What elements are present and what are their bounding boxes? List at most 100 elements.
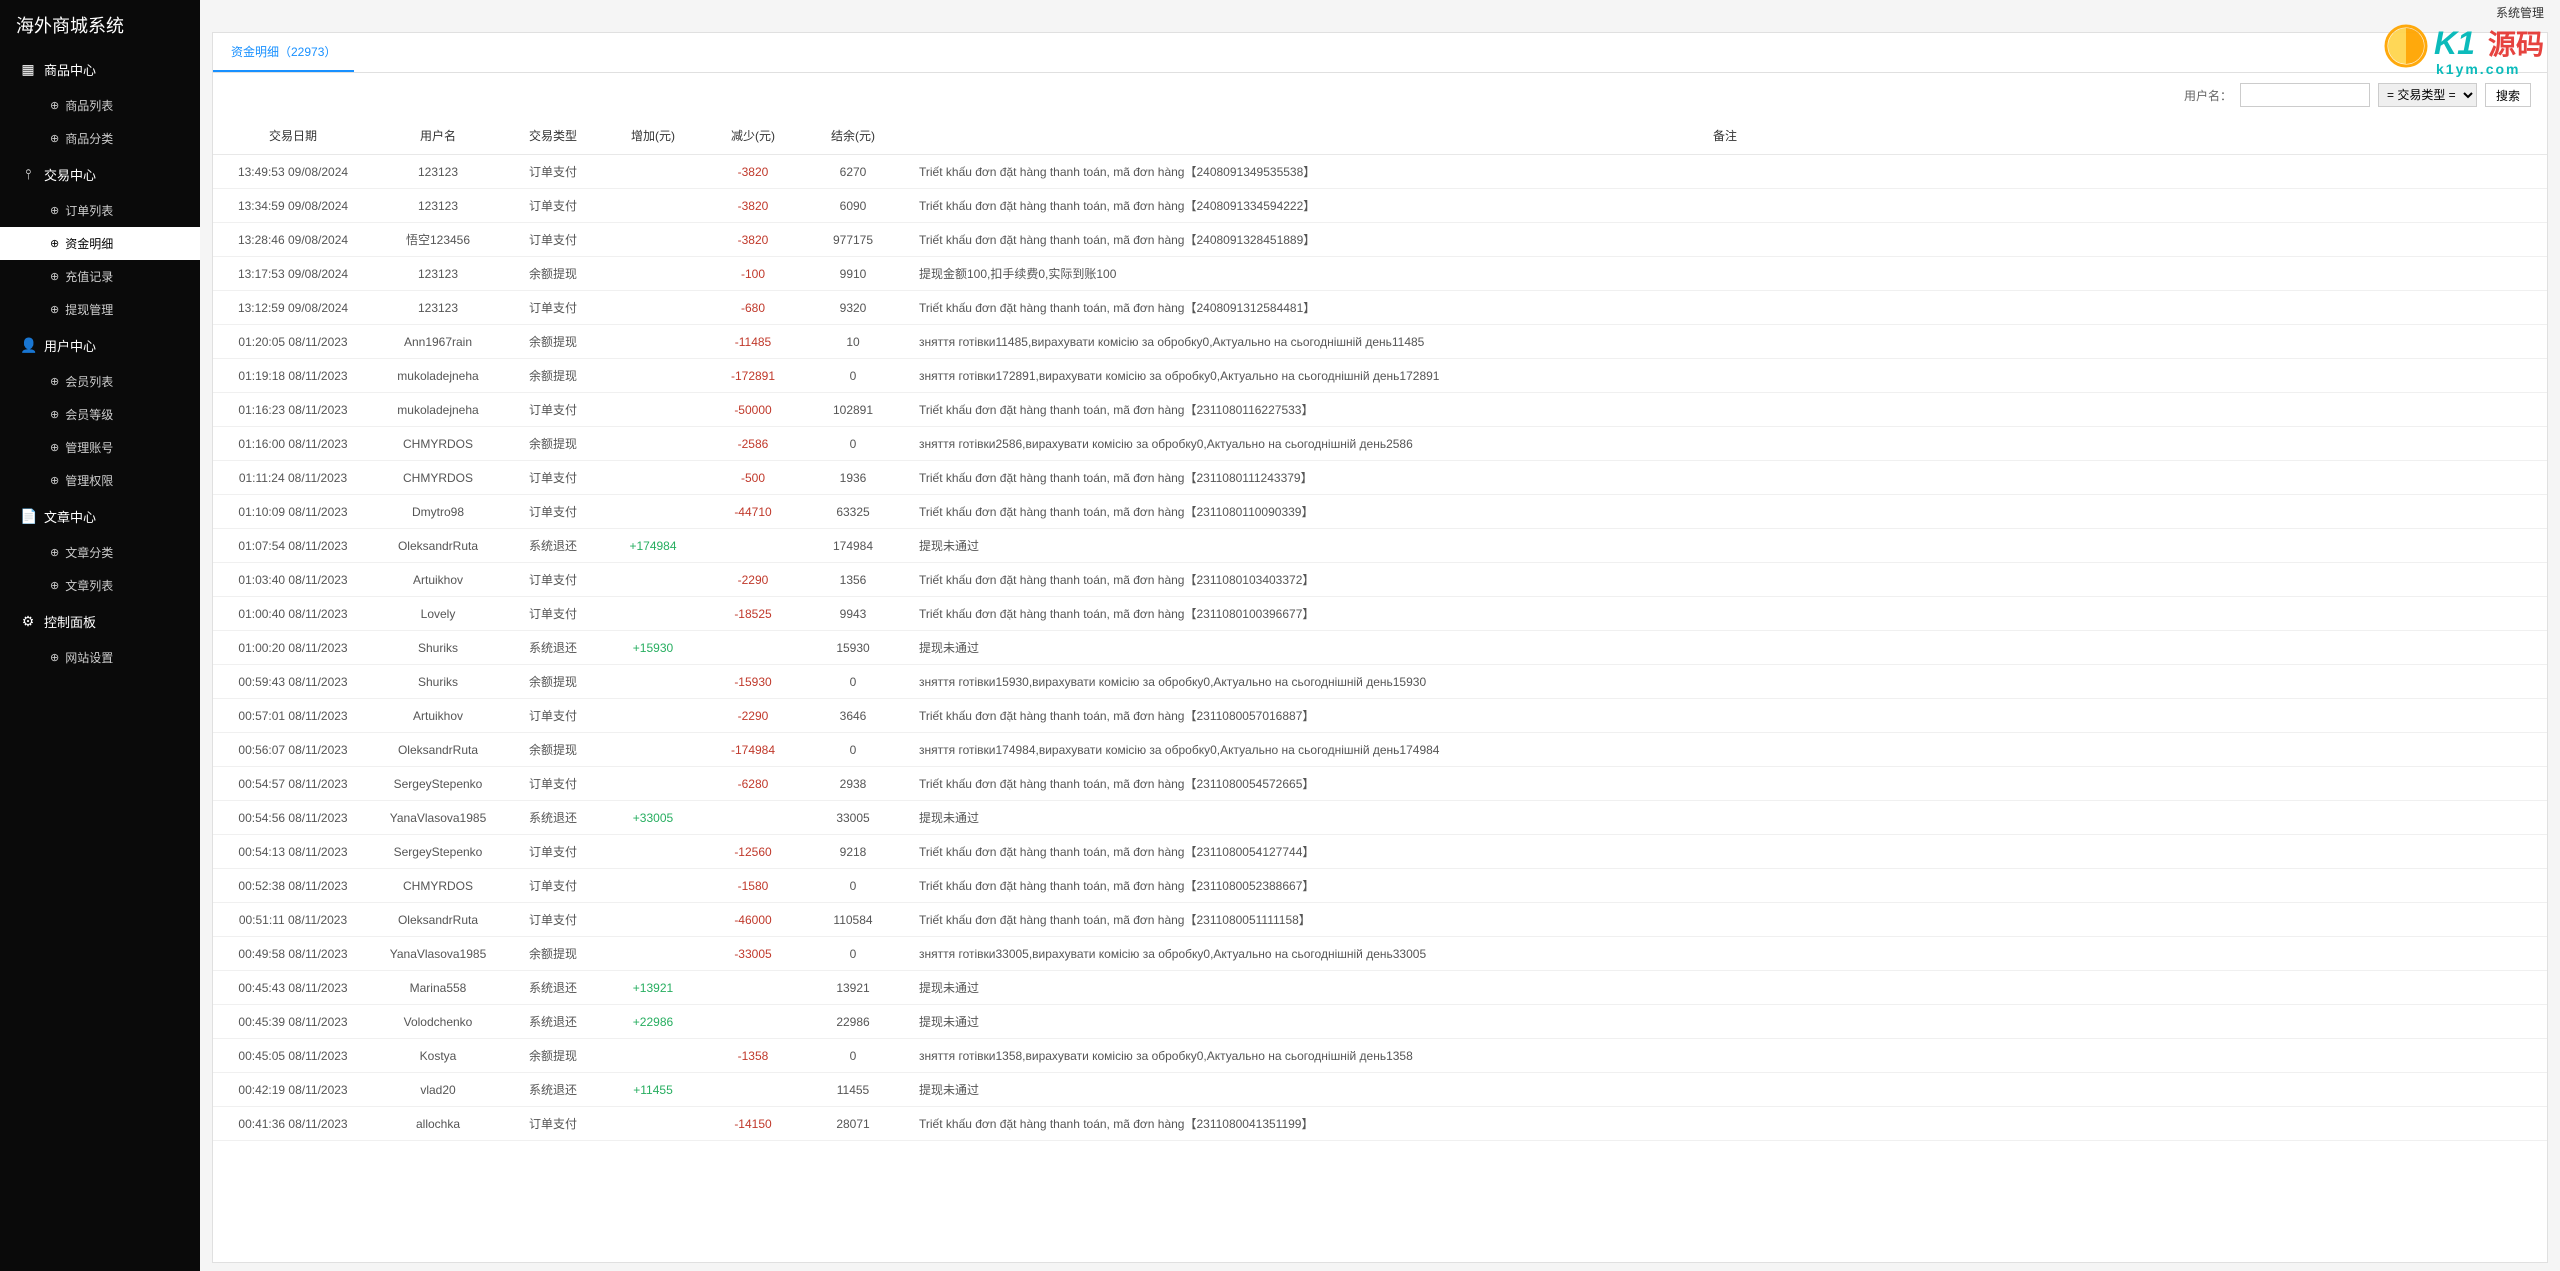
cell-balance: 28071 — [803, 1107, 903, 1141]
menu-item[interactable]: ⊕充值记录 — [0, 260, 200, 293]
cell-type: 订单支付 — [503, 155, 603, 189]
search-button[interactable]: 搜索 — [2485, 83, 2531, 107]
cell-balance: 0 — [803, 937, 903, 971]
table-row: 00:56:07 08/11/2023 OleksandrRuta 余额提现 -… — [213, 733, 2547, 767]
menu-section-title[interactable]: 📄文章中心 — [0, 497, 200, 536]
cell-user: 123123 — [373, 291, 503, 325]
cell-increase — [603, 359, 703, 393]
filter-user-input[interactable] — [2240, 83, 2370, 107]
cell-balance: 174984 — [803, 529, 903, 563]
menu-item[interactable]: ⊕资金明细 — [0, 227, 200, 260]
cell-type: 订单支付 — [503, 461, 603, 495]
cell-type: 订单支付 — [503, 835, 603, 869]
menu-item[interactable]: ⊕文章分类 — [0, 536, 200, 569]
cell-user: CHMYRDOS — [373, 869, 503, 903]
cell-type: 余额提现 — [503, 733, 603, 767]
cell-type: 订单支付 — [503, 223, 603, 257]
cell-increase — [603, 257, 703, 291]
cell-date: 13:28:46 09/08/2024 — [213, 223, 373, 257]
cell-type: 订单支付 — [503, 291, 603, 325]
cell-balance: 13921 — [803, 971, 903, 1005]
table-row: 13:12:59 09/08/2024 123123 订单支付 -680 932… — [213, 291, 2547, 325]
menu-section-title[interactable]: ⚙控制面板 — [0, 602, 200, 641]
cell-balance: 0 — [803, 665, 903, 699]
cell-type: 订单支付 — [503, 189, 603, 223]
cell-decrease: -44710 — [703, 495, 803, 529]
cell-decrease: -172891 — [703, 359, 803, 393]
cell-user: OleksandrRuta — [373, 529, 503, 563]
cell-type: 系统退还 — [503, 529, 603, 563]
menu-item[interactable]: ⊕会员等级 — [0, 398, 200, 431]
cell-increase — [603, 325, 703, 359]
cell-date: 01:00:40 08/11/2023 — [213, 597, 373, 631]
cell-decrease: -12560 — [703, 835, 803, 869]
cell-user: Dmytro98 — [373, 495, 503, 529]
cell-type: 订单支付 — [503, 1107, 603, 1141]
table-row: 01:07:54 08/11/2023 OleksandrRuta 系统退还 +… — [213, 529, 2547, 563]
cell-date: 01:03:40 08/11/2023 — [213, 563, 373, 597]
menu-item[interactable]: ⊕订单列表 — [0, 194, 200, 227]
system-admin-link[interactable]: 系统管理 — [2496, 4, 2544, 21]
cell-date: 00:45:05 08/11/2023 — [213, 1039, 373, 1073]
cell-date: 00:54:57 08/11/2023 — [213, 767, 373, 801]
cell-balance: 9320 — [803, 291, 903, 325]
cell-decrease — [703, 801, 803, 835]
tab-fund-detail[interactable]: 资金明细（22973） — [213, 33, 354, 72]
cell-remark: зняття готівки174984,вирахувати комісію … — [903, 733, 2547, 767]
cell-balance: 0 — [803, 359, 903, 393]
cell-increase — [603, 869, 703, 903]
cell-type: 系统退还 — [503, 971, 603, 1005]
table-row: 13:28:46 09/08/2024 悟空123456 订单支付 -3820 … — [213, 223, 2547, 257]
cell-date: 00:45:43 08/11/2023 — [213, 971, 373, 1005]
cell-increase: +22986 — [603, 1005, 703, 1039]
cell-decrease: -3820 — [703, 155, 803, 189]
cell-balance: 1356 — [803, 563, 903, 597]
cell-remark: 提现未通过 — [903, 529, 2547, 563]
cell-type: 系统退还 — [503, 631, 603, 665]
menu-item[interactable]: ⊕网站设置 — [0, 641, 200, 674]
menu-section-title[interactable]: ▦商品中心 — [0, 50, 200, 89]
cell-balance: 0 — [803, 869, 903, 903]
menu-item-label: 商品分类 — [65, 130, 113, 147]
table-row: 01:16:00 08/11/2023 CHMYRDOS 余额提现 -2586 … — [213, 427, 2547, 461]
cell-type: 订单支付 — [503, 393, 603, 427]
table-row: 01:11:24 08/11/2023 CHMYRDOS 订单支付 -500 1… — [213, 461, 2547, 495]
plus-icon: ⊕ — [50, 546, 59, 559]
menu-item[interactable]: ⊕管理权限 — [0, 464, 200, 497]
table-row: 01:20:05 08/11/2023 Ann1967rain 余额提现 -11… — [213, 325, 2547, 359]
menu-item[interactable]: ⊕管理账号 — [0, 431, 200, 464]
cell-increase — [603, 223, 703, 257]
table-row: 00:54:13 08/11/2023 SergeyStepenko 订单支付 … — [213, 835, 2547, 869]
cell-user: vlad20 — [373, 1073, 503, 1107]
menu-item[interactable]: ⊕提现管理 — [0, 293, 200, 326]
cell-type: 系统退还 — [503, 1073, 603, 1107]
cell-type: 余额提现 — [503, 665, 603, 699]
cell-user: YanaVlasova1985 — [373, 937, 503, 971]
cell-user: Volodchenko — [373, 1005, 503, 1039]
app-title: 海外商城系统 — [0, 0, 200, 50]
cell-remark: зняття готівки172891,вирахувати комісію … — [903, 359, 2547, 393]
filter-type-select[interactable]: = 交易类型 = — [2378, 83, 2477, 107]
cell-decrease: -100 — [703, 257, 803, 291]
cell-remark: зняття готівки11485,вирахувати комісію з… — [903, 325, 2547, 359]
cell-type: 余额提现 — [503, 325, 603, 359]
cell-date: 00:54:13 08/11/2023 — [213, 835, 373, 869]
menu-section-title[interactable]: 👤用户中心 — [0, 326, 200, 365]
menu-item[interactable]: ⊕文章列表 — [0, 569, 200, 602]
cell-decrease — [703, 1005, 803, 1039]
menu-item[interactable]: ⊕商品分类 — [0, 122, 200, 155]
cell-increase — [603, 903, 703, 937]
cell-date: 00:56:07 08/11/2023 — [213, 733, 373, 767]
table-row: 01:16:23 08/11/2023 mukoladejneha 订单支付 -… — [213, 393, 2547, 427]
sidebar: 海外商城系统 ▦商品中心⊕商品列表⊕商品分类⫯交易中心⊕订单列表⊕资金明细⊕充值… — [0, 0, 200, 1271]
cell-balance: 2938 — [803, 767, 903, 801]
cell-increase: +174984 — [603, 529, 703, 563]
cell-increase — [603, 767, 703, 801]
menu-item[interactable]: ⊕商品列表 — [0, 89, 200, 122]
column-header: 备注 — [903, 117, 2547, 155]
cell-increase — [603, 699, 703, 733]
menu-section-title[interactable]: ⫯交易中心 — [0, 155, 200, 194]
menu-item[interactable]: ⊕会员列表 — [0, 365, 200, 398]
cell-balance: 0 — [803, 733, 903, 767]
cell-increase — [603, 665, 703, 699]
